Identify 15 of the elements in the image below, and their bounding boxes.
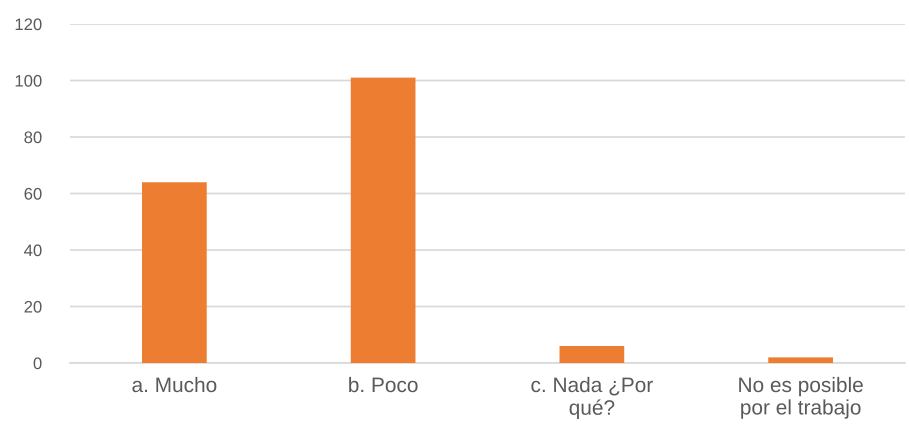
y-tick-label: 40 <box>24 244 42 256</box>
bar <box>350 78 416 363</box>
y-tick-label: 80 <box>24 131 42 144</box>
y-tick-label: 120 <box>16 18 42 30</box>
x-tick-label: a. Mucho <box>132 376 216 392</box>
y-tick-label: 100 <box>16 74 42 87</box>
x-tick-label: No es posible por el trabajo <box>739 376 863 419</box>
x-tick-label: c. Nada ¿Por qué? <box>531 376 653 420</box>
bar <box>560 346 624 363</box>
y-tick-label: 60 <box>24 188 42 200</box>
y-tick-label: 0 <box>34 357 42 370</box>
bar <box>142 182 207 363</box>
x-tick-label: b. Poco <box>349 376 418 392</box>
y-tick-label: 20 <box>24 300 42 313</box>
bar <box>768 357 833 363</box>
